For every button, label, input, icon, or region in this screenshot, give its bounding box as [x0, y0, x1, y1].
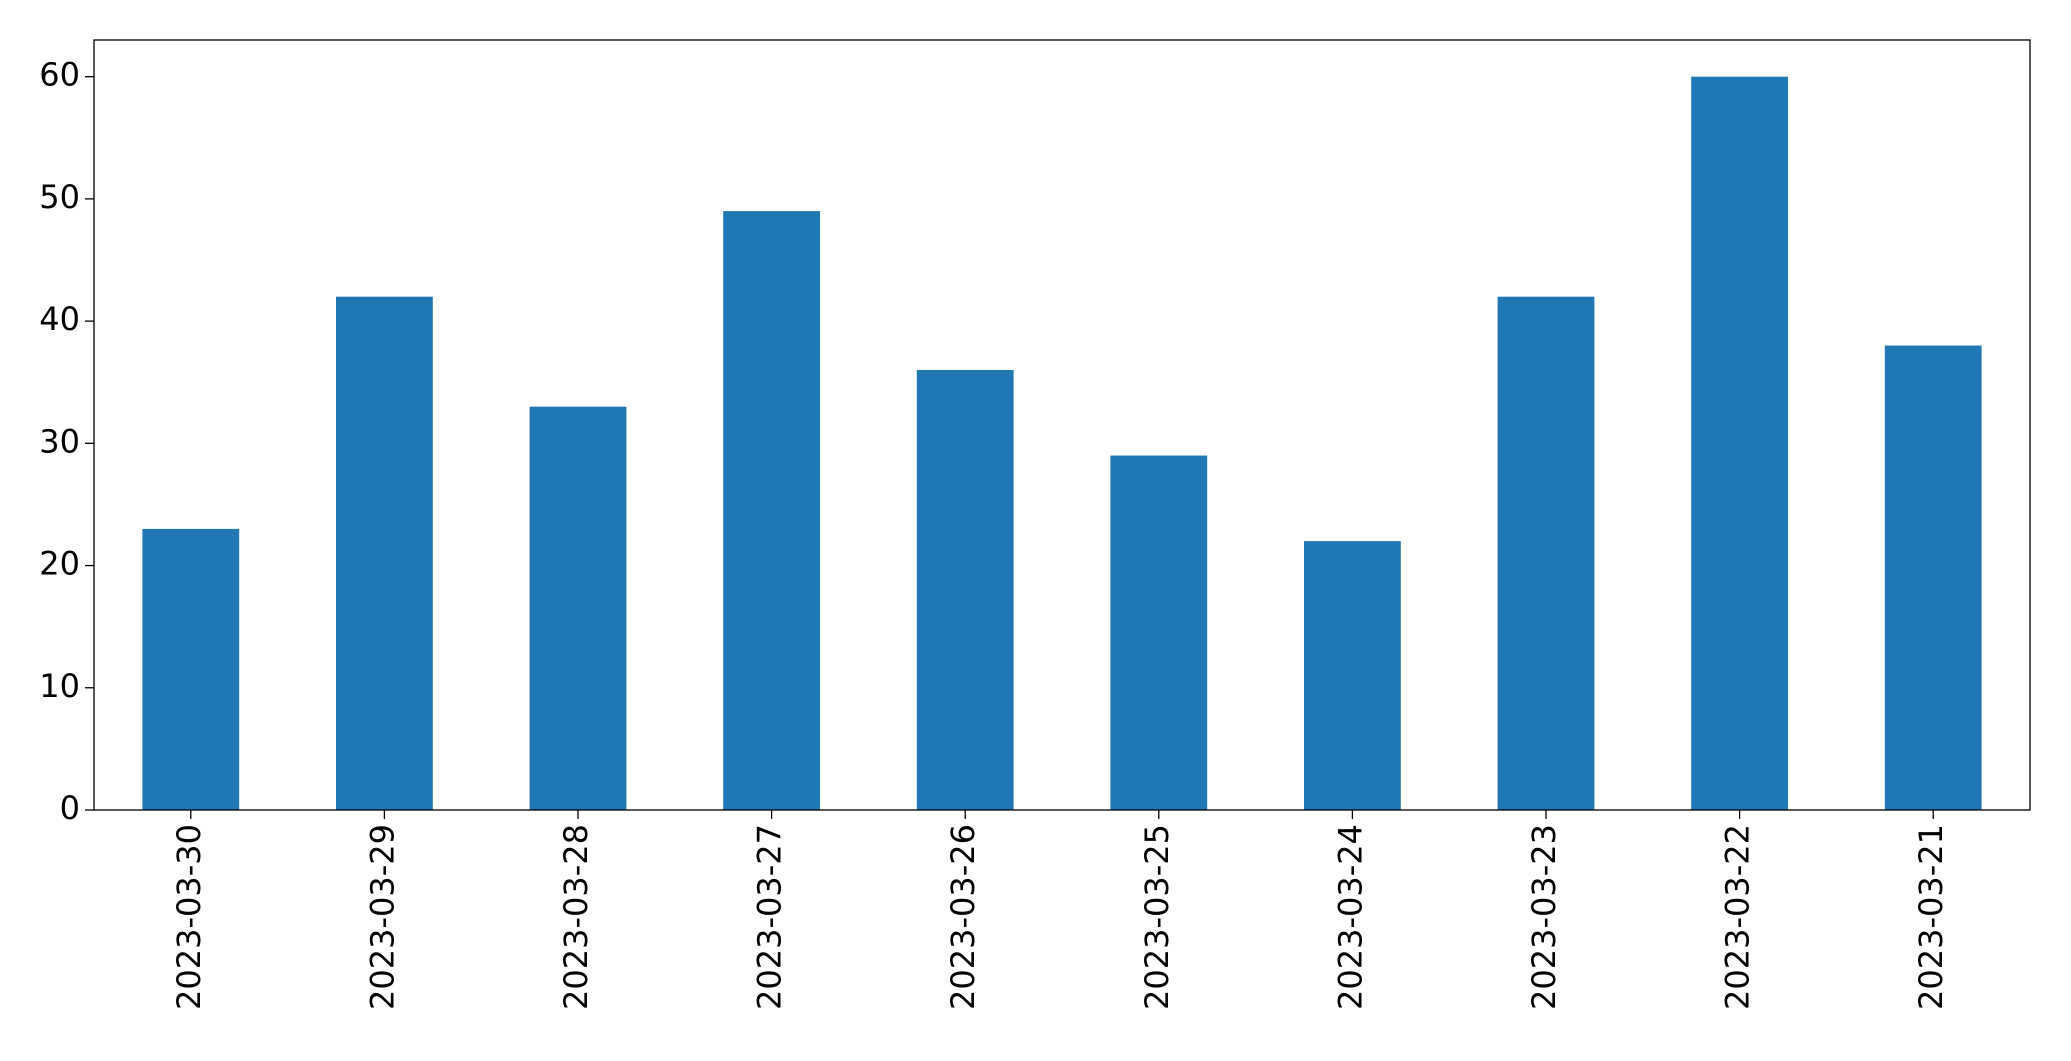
- x-tick-label: 2023-03-28: [557, 824, 595, 1010]
- x-tick-label: 2023-03-23: [1525, 824, 1563, 1010]
- x-tick-label: 2023-03-25: [1138, 824, 1176, 1010]
- bar: [1304, 541, 1401, 810]
- plot-frame: [93, 39, 2031, 811]
- x-tick-label: 2023-03-27: [751, 824, 789, 1010]
- bar: [916, 370, 1014, 810]
- y-tick-label: 50: [39, 178, 80, 216]
- x-tick-label: 2023-03-24: [1331, 824, 1369, 1010]
- x-tick-label: 2023-03-22: [1719, 824, 1757, 1010]
- y-tick-label: 30: [39, 422, 80, 460]
- bar: [1691, 76, 1788, 810]
- y-tick-label: 40: [39, 300, 80, 338]
- y-tick-label: 20: [39, 545, 80, 583]
- x-tick-label: 2023-03-26: [944, 824, 982, 1010]
- bar: [529, 406, 627, 810]
- x-tick-label: 2023-03-30: [170, 824, 208, 1010]
- x-tick-label: 2023-03-29: [363, 824, 401, 1010]
- bar: [336, 296, 433, 811]
- y-tick-label: 10: [39, 667, 80, 705]
- bar: [1884, 345, 1982, 810]
- bar: [142, 528, 240, 810]
- bar: [1110, 455, 1208, 810]
- y-tick-label: 60: [39, 56, 80, 94]
- bar: [723, 211, 820, 811]
- y-tick-label: 0: [60, 789, 80, 827]
- bar: [1497, 296, 1595, 811]
- x-tick-label: 2023-03-21: [1912, 824, 1950, 1010]
